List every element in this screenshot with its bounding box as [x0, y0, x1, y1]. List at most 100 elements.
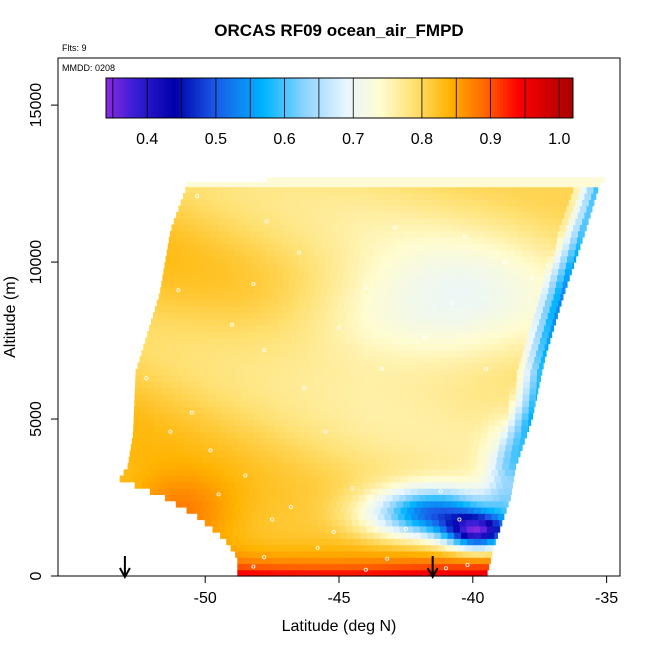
heatmap-cell	[268, 387, 276, 395]
heatmap-cell	[331, 318, 339, 326]
heatmap-cell	[573, 224, 581, 232]
heatmap-cell	[181, 463, 189, 470]
heatmap-cell	[329, 368, 337, 376]
heatmap-cell	[193, 356, 201, 364]
heatmap-cell	[459, 293, 468, 301]
heatmap-cell	[381, 243, 390, 251]
heatmap-cell	[310, 544, 319, 552]
heatmap-cell	[187, 218, 195, 225]
heatmap-cell	[412, 186, 421, 194]
heatmap-cell	[338, 362, 346, 370]
heatmap-cell	[488, 463, 497, 470]
heatmap-cell	[177, 318, 186, 326]
heatmap-cell	[178, 205, 186, 213]
heatmap-cell	[551, 193, 559, 200]
heatmap-cell	[489, 456, 498, 464]
heatmap-cell	[233, 425, 241, 433]
heatmap-cell	[289, 368, 297, 376]
heatmap-cell	[353, 532, 362, 539]
heatmap-cell	[230, 488, 238, 495]
heatmap-cell	[427, 431, 435, 439]
heatmap-cell	[243, 193, 251, 200]
heatmap-cell	[343, 368, 351, 376]
heatmap-cell	[157, 469, 165, 477]
heatmap-cell	[288, 243, 296, 251]
heatmap-cell	[460, 506, 469, 514]
heatmap-cell	[457, 343, 466, 351]
heatmap-cell	[389, 274, 398, 282]
heatmap-cell	[391, 557, 399, 565]
heatmap-cell	[215, 387, 223, 395]
colorbar-segment	[564, 78, 568, 118]
heatmap-cell	[513, 437, 521, 445]
heatmap-cell	[162, 456, 170, 464]
heatmap-cell	[407, 287, 416, 295]
heatmap-cell	[360, 312, 368, 320]
heatmap-cell	[475, 481, 484, 489]
heatmap-cell	[273, 506, 281, 514]
heatmap-cell	[272, 255, 280, 263]
heatmap-cell	[402, 393, 410, 401]
heatmap-cell	[133, 425, 141, 433]
heatmap-cell	[472, 262, 480, 269]
heatmap-cell	[277, 569, 285, 577]
heatmap-cell	[479, 437, 488, 445]
heatmap-cell	[290, 268, 298, 276]
heatmap-cell	[317, 469, 325, 477]
heatmap-cell	[177, 469, 185, 477]
heatmap-cell	[381, 400, 390, 408]
heatmap-cell	[503, 274, 511, 282]
heatmap-cell	[403, 368, 411, 376]
heatmap-cell	[406, 293, 414, 301]
heatmap-cell	[202, 236, 210, 244]
heatmap-cell	[281, 350, 290, 357]
heatmap-cell	[347, 312, 355, 320]
heatmap-cell	[243, 450, 251, 458]
heatmap-cell	[281, 463, 289, 470]
heatmap-cell	[290, 299, 298, 307]
heatmap-cell	[432, 318, 440, 326]
heatmap-cell	[400, 475, 408, 483]
heatmap-cell	[383, 274, 391, 282]
heatmap-cell	[172, 437, 180, 445]
heatmap-cell	[385, 494, 394, 502]
heatmap-cell	[436, 368, 444, 376]
heatmap-cell	[350, 488, 358, 495]
heatmap-cell	[187, 243, 196, 251]
heatmap-cell	[548, 218, 556, 225]
heatmap-cell	[225, 437, 233, 445]
heatmap-cell	[531, 268, 539, 276]
heatmap-cell	[548, 199, 556, 207]
heatmap-cell	[430, 500, 438, 508]
heatmap-cell	[481, 412, 489, 420]
heatmap-cell	[478, 444, 486, 451]
heatmap-cell	[363, 368, 371, 376]
heatmap-cell	[390, 193, 398, 200]
heatmap-cell	[412, 262, 420, 269]
heatmap-cell	[241, 550, 250, 558]
heatmap-cell	[507, 475, 515, 483]
heatmap-cell	[471, 544, 479, 552]
heatmap-cell	[382, 456, 391, 464]
heatmap-cell	[508, 419, 516, 426]
heatmap-cell	[185, 255, 193, 263]
heatmap-cell	[348, 243, 356, 251]
heatmap-cell	[292, 186, 300, 194]
heatmap-cell	[416, 236, 424, 244]
heatmap-cell	[244, 513, 252, 521]
heatmap-cell	[283, 343, 292, 351]
heatmap-cell	[303, 324, 311, 332]
heatmap-cell	[134, 481, 142, 489]
heatmap-cell	[277, 343, 285, 351]
heatmap-cell	[301, 393, 310, 401]
colorbar-segment	[392, 78, 396, 118]
heatmap-cell	[555, 243, 564, 251]
heatmap-cell	[358, 519, 366, 527]
heatmap-cell	[376, 236, 384, 244]
heatmap-cell	[451, 469, 459, 477]
heatmap-cell	[196, 343, 205, 351]
heatmap-cell	[181, 393, 189, 401]
heatmap-cell	[375, 550, 383, 558]
heatmap-cell	[159, 431, 167, 439]
heatmap-cell	[373, 431, 382, 439]
